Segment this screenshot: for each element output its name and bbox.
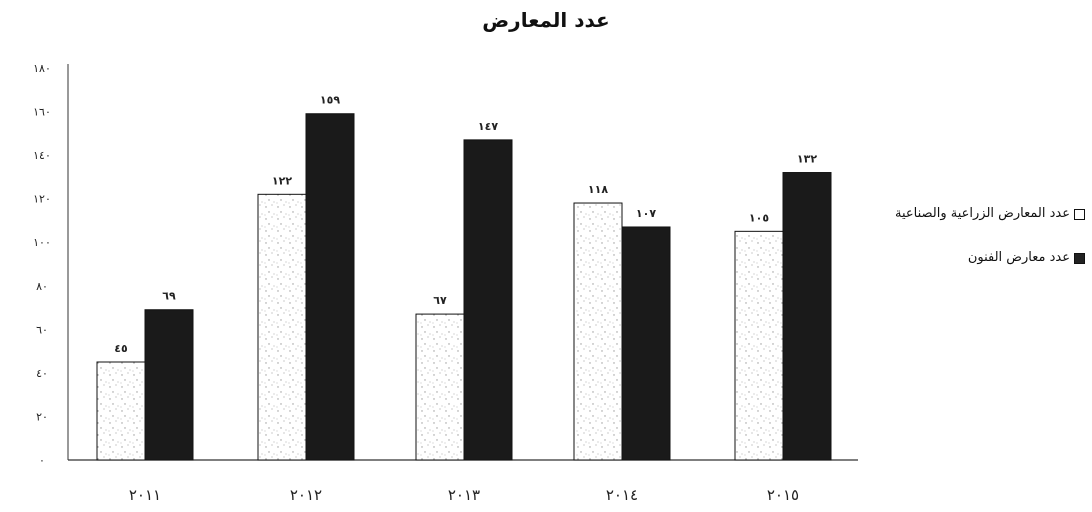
y-tick-label: ١٦٠ xyxy=(33,106,51,119)
bar-arts xyxy=(144,309,194,461)
y-tick-label: ١٤٠ xyxy=(33,149,51,162)
legend-item-arts: عدد معارض الفنون xyxy=(880,249,1085,267)
y-tick-label: ١٢٠ xyxy=(33,193,51,206)
legend-swatch-light xyxy=(1074,209,1085,220)
data-label: ١١٨ xyxy=(588,183,608,196)
y-tick-label: ١٠٠ xyxy=(33,236,51,249)
y-tick-label: ٢٠ xyxy=(36,410,48,423)
x-tick-label: ٢٠١٤ xyxy=(606,486,638,504)
legend: عدد المعارض الزراعية والصناعية عدد معارض… xyxy=(880,205,1085,293)
bar-agri-industrial xyxy=(257,193,307,461)
y-tick-label: ٠ xyxy=(39,454,45,467)
chart-title: عدد المعارض xyxy=(482,8,610,32)
y-tick-label: ٦٠ xyxy=(36,323,48,336)
x-tick-label: ٢٠١٣ xyxy=(448,486,480,504)
bar-agri-industrial xyxy=(96,361,146,461)
bar-arts xyxy=(463,139,513,461)
bar-agri-industrial xyxy=(734,230,784,461)
x-tick-label: ٢٠١١ xyxy=(129,486,161,504)
legend-swatch-dark xyxy=(1074,253,1085,264)
data-label: ٦٩ xyxy=(162,290,176,303)
legend-label: عدد المعارض الزراعية والصناعية xyxy=(894,206,1070,221)
bars xyxy=(96,113,832,461)
data-label: ٦٧ xyxy=(433,294,447,307)
y-tick-label: ٤٠ xyxy=(36,367,48,380)
x-tick-label: ٢٠١٢ xyxy=(290,486,322,504)
data-label: ١٤٧ xyxy=(478,120,498,133)
data-label: ١٠٧ xyxy=(636,207,656,220)
bar-agri-industrial xyxy=(573,202,623,461)
data-label: ١٥٩ xyxy=(320,94,340,107)
data-label: ١٣٢ xyxy=(797,153,817,166)
value-labels: ٤٥ ٦٩ ١٢٢ ١٥٩ ٦٧ ١٤٧ ١١٨ ١٠٧ ١٠٥ ١٣٢ xyxy=(114,94,817,355)
bar-arts xyxy=(782,172,832,461)
data-label: ١٠٥ xyxy=(749,211,769,224)
y-tick-label: ٨٠ xyxy=(36,280,48,293)
data-label: ٤٥ xyxy=(114,342,128,355)
y-tick-label: ١٨٠ xyxy=(33,62,51,75)
legend-item-agri-industrial: عدد المعارض الزراعية والصناعية xyxy=(880,205,1085,223)
bar-agri-industrial xyxy=(415,313,465,461)
bar-arts xyxy=(621,226,671,461)
x-tick-label: ٢٠١٥ xyxy=(767,486,799,504)
legend-label: عدد معارض الفنون xyxy=(967,250,1070,265)
bar-arts xyxy=(305,113,355,461)
data-label: ١٢٢ xyxy=(272,174,292,187)
